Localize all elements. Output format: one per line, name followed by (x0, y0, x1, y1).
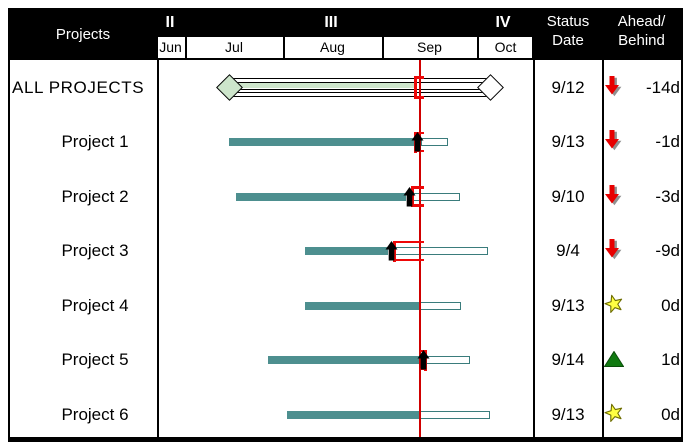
month-row: Jun Jul Aug Sep Oct (156, 35, 534, 60)
variance-value: -1d (655, 132, 680, 151)
summary-bar-band (229, 81, 490, 91)
status-date-value: 9/13 (551, 404, 585, 424)
slip-bracket-arm (411, 204, 424, 207)
summary-bar-line (229, 92, 490, 94)
status-date-value: 9/10 (551, 186, 585, 206)
actual-progress-bar (305, 247, 388, 255)
month-cell-label: Jun (159, 39, 182, 55)
month-cell-divider (283, 37, 285, 58)
variance-value: -14d (645, 77, 680, 97)
status-date-column-header: Status Date (533, 12, 603, 52)
status-marker-icon (385, 241, 398, 261)
project-label: Project 1 (61, 132, 129, 151)
quarter-label: III (324, 14, 338, 31)
project-label: Project 6 (61, 404, 129, 424)
slip-bracket-arm (393, 240, 424, 244)
behind-indicator-icon (602, 184, 626, 206)
slip-bracket (411, 186, 414, 207)
actual-progress-bar (268, 356, 422, 364)
project-label: Project 2 (61, 186, 129, 206)
month-cell-label: Oct (494, 39, 517, 55)
variance-value: 0d (661, 295, 680, 315)
status-date-line (419, 60, 422, 437)
variance-value: 0d (661, 404, 680, 424)
behind-indicator-icon (602, 130, 626, 151)
actual-progress-bar (236, 192, 406, 201)
column-divider (157, 60, 159, 437)
summary-bar-line (229, 78, 490, 80)
month-cell-label: Sep (417, 39, 442, 55)
slip-bracket-arm (414, 131, 424, 135)
slip-bracket (414, 76, 417, 99)
month-cell-label: Jul (225, 39, 243, 55)
project-label: Project 5 (61, 350, 129, 369)
projects-column-header: Projects (55, 26, 111, 43)
project-label: ALL PROJECTS (12, 77, 145, 97)
ahead-behind-column-header: Ahead/ Behind (602, 12, 681, 52)
variance-value: -9d (655, 241, 680, 260)
status-marker-icon (403, 186, 416, 207)
month-cell-label: Aug (320, 39, 345, 55)
actual-progress-bar (287, 410, 420, 419)
slip-bracket-arm (393, 258, 424, 262)
project-label: Project 4 (61, 295, 129, 315)
summary-progress-fill (229, 82, 414, 89)
summary-bar-line (229, 96, 490, 98)
variance-value: -3d (655, 186, 680, 206)
quarter-label: II (165, 14, 175, 31)
ahead-behind-header-line2: Behind (618, 32, 665, 49)
column-divider (602, 60, 604, 437)
status-date-value: 9/14 (551, 350, 585, 369)
even-indicator-icon (602, 294, 626, 315)
status-date-value: 9/13 (551, 295, 585, 315)
remaining-duration-bar (421, 138, 448, 146)
quarter-label: IV (495, 14, 511, 31)
status-date-header-line1: Status (546, 13, 590, 30)
month-cell-divider (185, 37, 187, 58)
status-marker-icon (411, 132, 424, 152)
status-date-header-line2: Date (552, 32, 584, 49)
even-indicator-icon (602, 403, 626, 424)
slip-bracket-arm (411, 186, 424, 189)
slip-bracket-arm (414, 96, 424, 99)
project-label: Project 3 (61, 241, 129, 260)
actual-progress-bar (229, 138, 415, 146)
month-cell-divider (382, 37, 384, 58)
slip-bracket-arm (414, 76, 424, 79)
behind-indicator-icon (602, 239, 626, 260)
ahead-indicator-icon (602, 348, 626, 369)
variance-value: 1d (661, 350, 680, 369)
status-date-value: 9/13 (551, 132, 585, 151)
status-marker-icon (417, 350, 430, 370)
status-date-value: 9/12 (551, 77, 585, 97)
ahead-behind-header-line1: Ahead/ (617, 13, 666, 30)
column-divider (533, 60, 535, 437)
status-date-value: 9/4 (556, 241, 580, 260)
slip-bracket (393, 240, 396, 262)
actual-progress-bar (305, 301, 420, 310)
behind-indicator-icon (602, 75, 626, 97)
month-cell-divider (477, 37, 479, 58)
chart-frame (8, 8, 683, 442)
